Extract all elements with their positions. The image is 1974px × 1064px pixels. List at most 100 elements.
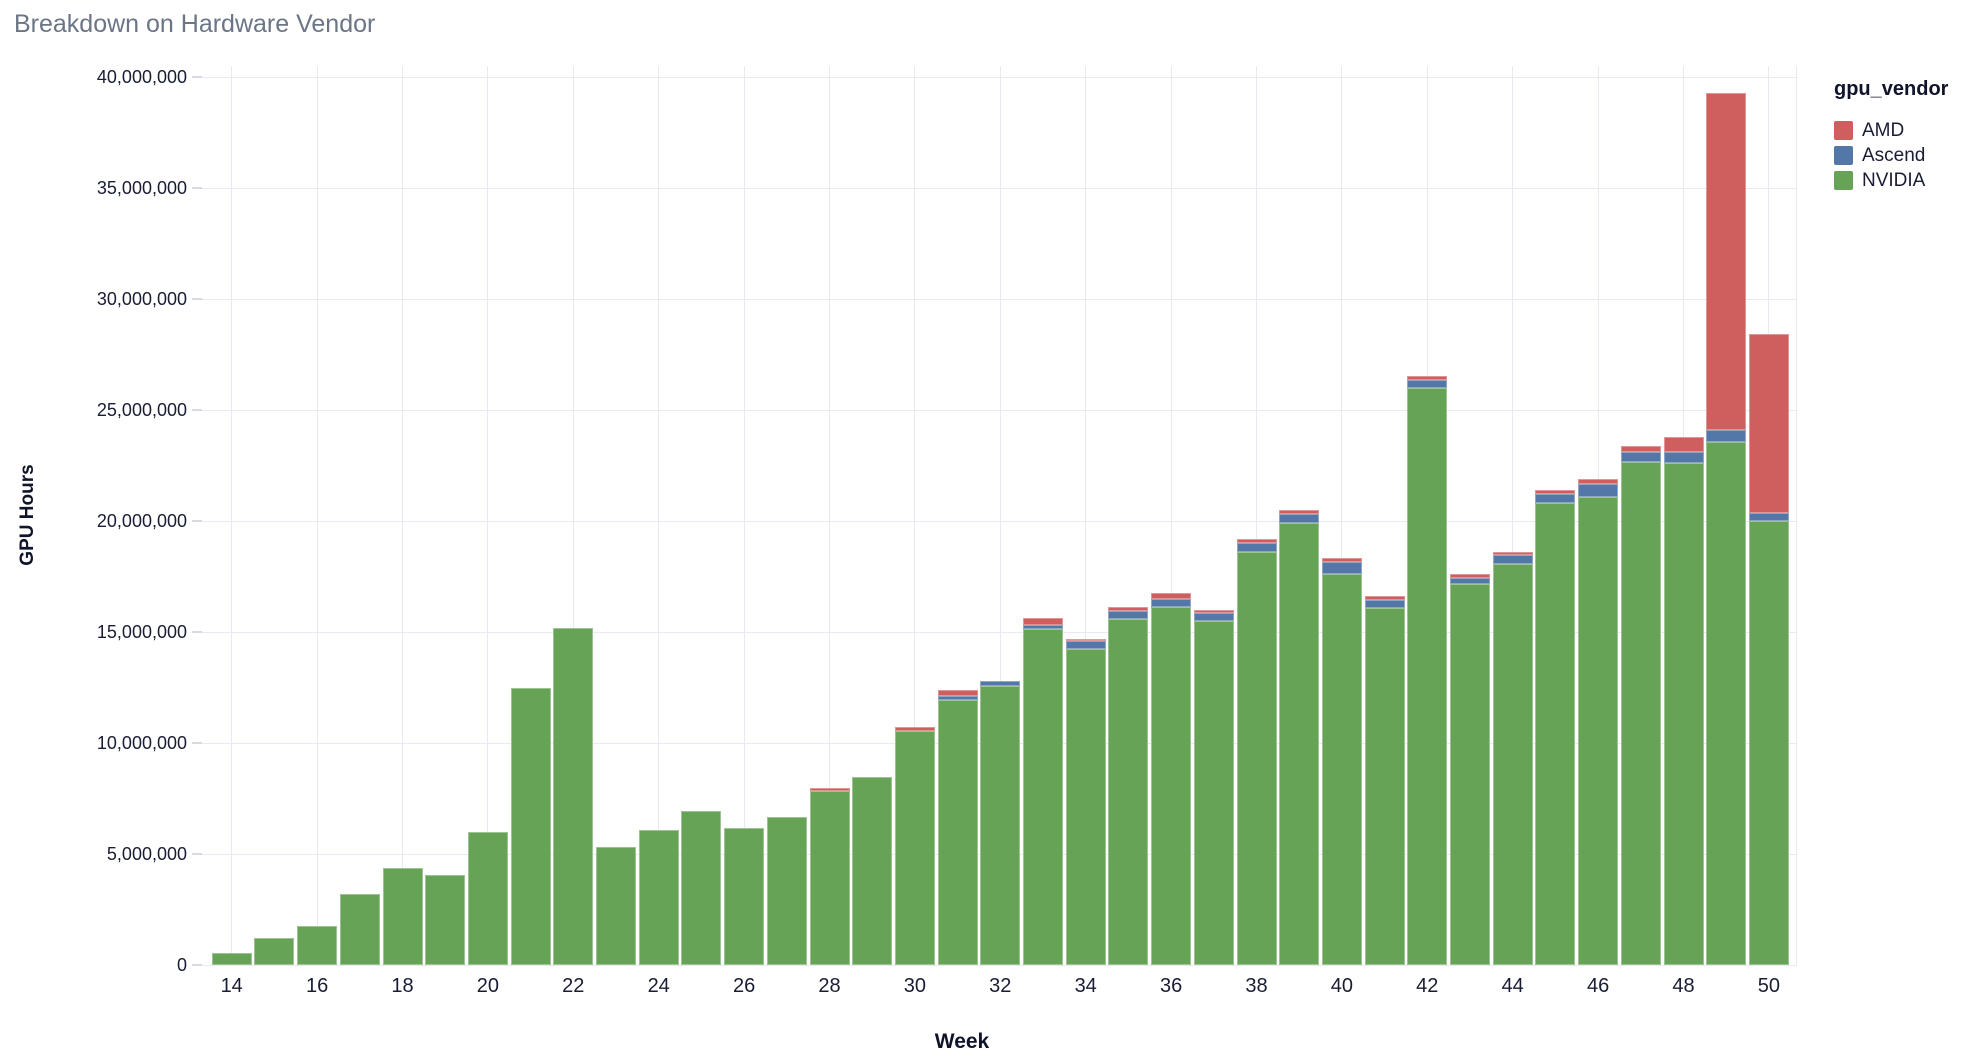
bar-segment-amd-week-47[interactable] [1620, 446, 1661, 453]
gridline-vertical [743, 66, 745, 965]
x-tick-label: 34 [1074, 975, 1097, 997]
y-tick-mark [192, 631, 202, 633]
bar-segment-amd-week-31[interactable] [937, 689, 978, 696]
x-tick-label: 36 [1159, 975, 1183, 997]
bar-segment-amd-week-41[interactable] [1364, 595, 1405, 600]
x-tick-label: 32 [989, 975, 1012, 997]
bar-segment-ascend-week-36[interactable] [1151, 598, 1192, 607]
bar-segment-amd-week-39[interactable] [1279, 509, 1320, 514]
bar-segment-nvidia-week-39[interactable] [1279, 523, 1320, 965]
bar-segment-nvidia-week-43[interactable] [1450, 584, 1490, 965]
bar-segment-ascend-week-38[interactable] [1236, 542, 1277, 553]
bar-segment-nvidia-week-34[interactable] [1065, 648, 1106, 965]
bar-segment-nvidia-week-22[interactable] [553, 627, 594, 965]
bar-segment-amd-week-28[interactable] [809, 788, 850, 791]
bar-segment-nvidia-week-38[interactable] [1236, 552, 1277, 965]
bar-segment-amd-week-30[interactable] [894, 726, 935, 731]
legend-item-ascend[interactable]: Ascend [1834, 145, 1964, 166]
bar-segment-nvidia-week-35[interactable] [1108, 618, 1149, 965]
bar-segment-nvidia-week-40[interactable] [1321, 574, 1362, 965]
bar-segment-nvidia-week-29[interactable] [852, 777, 893, 965]
bar-segment-nvidia-week-31[interactable] [937, 699, 978, 965]
bar-segment-ascend-week-37[interactable] [1193, 613, 1234, 621]
bar-segment-nvidia-week-28[interactable] [809, 790, 850, 965]
bar-segment-nvidia-week-36[interactable] [1151, 606, 1192, 965]
bar-segment-ascend-week-41[interactable] [1364, 599, 1405, 608]
bar-segment-ascend-week-47[interactable] [1620, 452, 1661, 463]
bar-segment-nvidia-week-32[interactable] [980, 685, 1021, 965]
bar-segment-nvidia-week-19[interactable] [425, 875, 466, 965]
bar-segment-nvidia-week-42[interactable] [1407, 387, 1448, 965]
bar-segment-ascend-week-50[interactable] [1748, 512, 1789, 522]
bar-segment-ascend-week-48[interactable] [1663, 452, 1704, 464]
bar-segment-ascend-week-32[interactable] [980, 680, 1021, 686]
x-tick-label: 50 [1757, 975, 1781, 997]
gridline-vertical [402, 66, 403, 965]
bar-segment-amd-week-40[interactable] [1321, 558, 1362, 563]
bar-segment-ascend-week-34[interactable] [1065, 641, 1106, 649]
gridline-vertical [572, 66, 574, 965]
bar-segment-nvidia-week-48[interactable] [1663, 463, 1704, 965]
bar-segment-ascend-week-44[interactable] [1492, 554, 1533, 565]
y-tick-mark [192, 298, 202, 300]
bar-segment-nvidia-week-26[interactable] [724, 828, 765, 965]
bar-segment-nvidia-week-24[interactable] [638, 829, 679, 965]
bar-segment-nvidia-week-27[interactable] [766, 817, 807, 965]
x-tick-label: 48 [1672, 975, 1695, 997]
bar-segment-nvidia-week-20[interactable] [467, 831, 508, 965]
bar-segment-amd-week-46[interactable] [1578, 478, 1619, 485]
bar-segment-nvidia-week-23[interactable] [596, 847, 636, 965]
bar-segment-amd-week-44[interactable] [1492, 552, 1533, 555]
bar-segment-amd-week-33[interactable] [1023, 618, 1063, 625]
bar-segment-amd-week-35[interactable] [1108, 607, 1149, 611]
bar-segment-ascend-week-35[interactable] [1108, 610, 1149, 619]
legend-item-amd[interactable]: AMD [1834, 119, 1964, 141]
bar-segment-nvidia-week-41[interactable] [1364, 607, 1405, 965]
bar-segment-nvidia-week-15[interactable] [254, 938, 295, 965]
bar-segment-nvidia-week-46[interactable] [1578, 496, 1619, 965]
bar-segment-nvidia-week-44[interactable] [1492, 564, 1533, 965]
gridline-vertical [1170, 66, 1172, 965]
bar-segment-nvidia-week-47[interactable] [1620, 462, 1661, 965]
bar-segment-ascend-week-49[interactable] [1706, 430, 1747, 443]
bar-segment-nvidia-week-25[interactable] [681, 810, 722, 965]
bar-segment-ascend-week-39[interactable] [1279, 513, 1320, 524]
bar-segment-ascend-week-45[interactable] [1535, 494, 1576, 504]
bar-segment-nvidia-week-30[interactable] [894, 730, 935, 965]
legend-item-nvidia[interactable]: NVIDIA [1834, 170, 1964, 191]
bar-segment-nvidia-week-18[interactable] [382, 868, 423, 965]
bar-segment-nvidia-week-37[interactable] [1193, 620, 1234, 965]
bar-segment-nvidia-week-49[interactable] [1706, 442, 1747, 965]
x-tick-label: 24 [647, 975, 670, 997]
bar-segment-amd-week-38[interactable] [1236, 538, 1277, 543]
bar-segment-nvidia-week-33[interactable] [1023, 628, 1063, 965]
bar-segment-amd-week-42[interactable] [1407, 375, 1448, 380]
y-axis-title: GPU Hours [17, 464, 38, 566]
bar-segment-amd-week-34[interactable] [1065, 638, 1106, 642]
y-tick-mark [192, 409, 202, 411]
bar-segment-ascend-week-42[interactable] [1407, 379, 1448, 388]
y-tick-label: 10,000,000 [96, 733, 187, 754]
bar-segment-amd-week-37[interactable] [1193, 609, 1234, 614]
plot-area [202, 66, 1797, 966]
y-tick-label: 30,000,000 [96, 289, 187, 310]
bar-segment-nvidia-week-50[interactable] [1748, 521, 1789, 965]
legend-swatch-amd [1834, 121, 1853, 140]
bar-segment-nvidia-week-45[interactable] [1535, 503, 1576, 965]
bar-segment-ascend-week-46[interactable] [1578, 484, 1619, 497]
bar-segment-ascend-week-31[interactable] [937, 695, 978, 700]
bar-segment-amd-week-49[interactable] [1706, 92, 1747, 431]
bar-segment-ascend-week-33[interactable] [1023, 624, 1063, 629]
bar-segment-nvidia-week-17[interactable] [339, 893, 380, 965]
bar-segment-nvidia-week-21[interactable] [510, 687, 551, 965]
bar-segment-ascend-week-40[interactable] [1321, 562, 1362, 575]
bar-segment-ascend-week-43[interactable] [1450, 577, 1490, 585]
bar-segment-amd-week-50[interactable] [1748, 333, 1789, 513]
bar-segment-amd-week-43[interactable] [1450, 573, 1490, 578]
bar-segment-amd-week-45[interactable] [1535, 489, 1576, 495]
bar-segment-amd-week-48[interactable] [1663, 437, 1704, 453]
bar-segment-nvidia-week-14[interactable] [211, 952, 252, 965]
bar-segment-amd-week-36[interactable] [1151, 593, 1192, 599]
bar-segment-nvidia-week-16[interactable] [297, 926, 338, 965]
legend-label: AMD [1862, 119, 1905, 141]
